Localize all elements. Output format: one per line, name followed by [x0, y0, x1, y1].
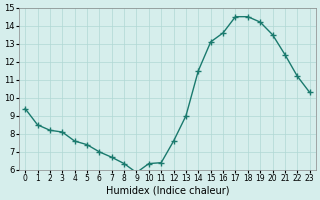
X-axis label: Humidex (Indice chaleur): Humidex (Indice chaleur): [106, 186, 229, 196]
